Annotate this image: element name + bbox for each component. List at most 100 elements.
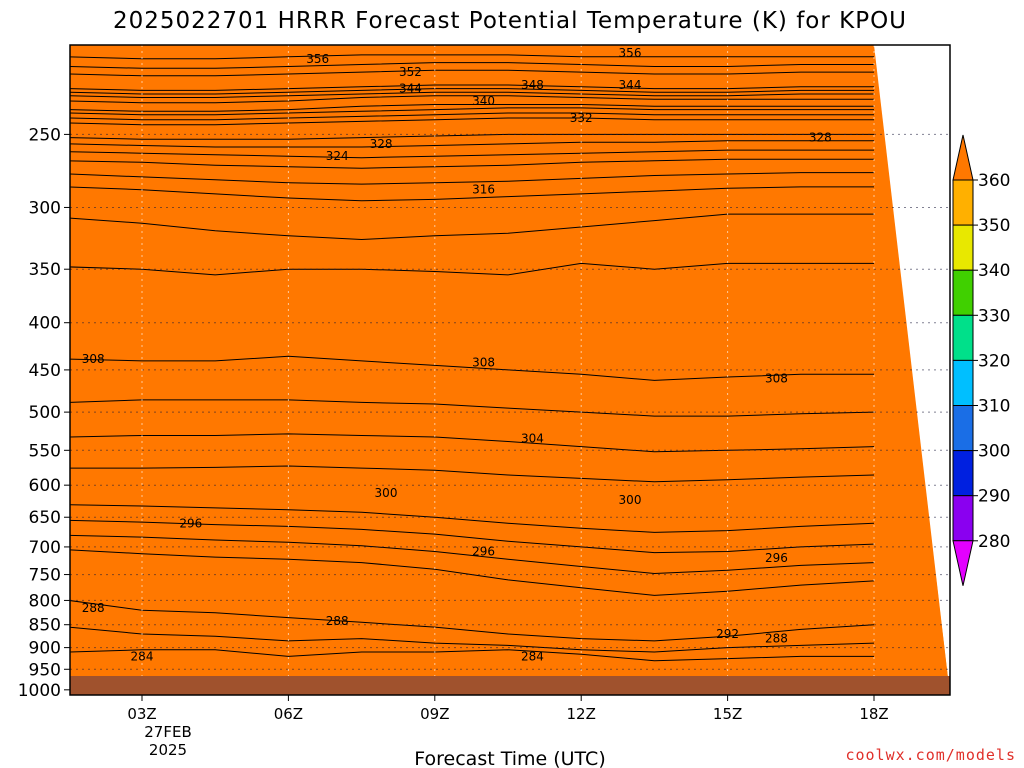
contour-label-24: 288: [765, 632, 788, 646]
contour-label-text: 308: [765, 372, 788, 386]
x-tick-label: 03Z: [127, 705, 156, 723]
isotherm-354: [70, 62, 874, 69]
contour-label-text: 292: [716, 627, 739, 641]
contour-label-4: 348: [521, 78, 544, 92]
x-axis: 03Z 06Z 09Z 12Z 15Z 18Z: [127, 695, 889, 723]
contour-label-21: 288: [82, 601, 105, 615]
y-tick-label: 450: [29, 361, 61, 381]
contour-label-text: 328: [809, 131, 832, 145]
contour-label-20: 296: [765, 551, 788, 565]
contour-label-text: 352: [399, 65, 422, 79]
contour-label-text: 324: [326, 149, 349, 163]
x-tick-label: 15Z: [713, 705, 742, 723]
contour-label-text: 308: [472, 356, 495, 370]
y-tick-label: 750: [29, 566, 61, 586]
isotherm-326: [70, 140, 874, 148]
credit-link[interactable]: coolwx.com/models: [845, 746, 1016, 764]
contour-label-text: 296: [179, 516, 202, 530]
contour-label-text: 300: [619, 493, 642, 507]
colorbar-segment: [952, 224, 974, 271]
colorbar-segment: [952, 314, 974, 361]
contour-label-12: 308: [82, 352, 105, 366]
colorbar-segment: [952, 495, 974, 542]
isotherm-296: [70, 519, 875, 554]
contour-label-0: 356: [306, 52, 329, 66]
colorbar-tick-label: 350: [978, 216, 1010, 236]
isotherm-344: [70, 91, 874, 98]
colorbar-bottom-arrow: [952, 540, 974, 586]
colorbar-segment: [952, 179, 974, 226]
contour-label-text: 288: [765, 632, 788, 646]
contour-label-25: 284: [131, 649, 154, 663]
contour-label-text: 288: [326, 614, 349, 628]
chart-title: 2025022701 HRRR Forecast Potential Tempe…: [113, 8, 907, 34]
colorbar-tick-label: 310: [978, 397, 1010, 417]
x-tick-label: 09Z: [420, 705, 449, 723]
isotherm-334: [70, 112, 874, 121]
contour-label-text: 288: [82, 601, 105, 615]
contour-label-19: 296: [472, 544, 495, 558]
contour-label-18: 296: [179, 516, 202, 530]
contour-label-text: 332: [570, 111, 593, 125]
y-tick-label: 500: [29, 403, 61, 423]
contour-label-text: 316: [472, 183, 495, 197]
colorbar-segment: [952, 450, 974, 497]
colorbar-segment: [952, 359, 974, 406]
y-tick-label: 600: [29, 476, 61, 496]
contour-label-22: 288: [326, 614, 349, 628]
contour-label-3: 356: [619, 46, 642, 60]
contour-label-7: 332: [570, 111, 593, 125]
contour-label-text: 308: [82, 352, 105, 366]
contour-label-text: 348: [521, 78, 544, 92]
contour-label-6: 340: [472, 94, 495, 108]
contour-label-8: 328: [370, 137, 393, 151]
y-axis: 250 300 350 400 450 500 550 600 650 700 750 800 850 9…: [18, 125, 70, 701]
contour-label-13: 308: [472, 356, 495, 370]
colorbar-tick-label: 330: [978, 306, 1010, 326]
contour-label-text: 356: [306, 52, 329, 66]
contour-label-text: 300: [375, 486, 398, 500]
colorbar-segment: [952, 269, 974, 316]
contour-label-26: 284: [521, 649, 544, 663]
colorbar-tick-label: 280: [978, 532, 1010, 552]
colorbar-top-arrow: [952, 134, 974, 181]
contour-label-5: 344: [619, 78, 642, 92]
colorbar-tick-label: 360: [978, 171, 1010, 191]
contour-label-text: 296: [765, 551, 788, 565]
colorbar-tick-label: 300: [978, 442, 1010, 462]
x-axis-label: Forecast Time (UTC): [414, 748, 605, 768]
colorbar-tick-label: 340: [978, 261, 1010, 281]
isotherm-336: [70, 107, 874, 116]
x-tick-label: 12Z: [567, 705, 596, 723]
colorbar-segment: [952, 405, 974, 452]
y-tick-label: 250: [29, 125, 61, 145]
contour-label-text: 340: [472, 94, 495, 108]
y-tick-label: 550: [29, 441, 61, 461]
x-date-label-day: 27FEB: [144, 723, 191, 741]
y-tick-label: 300: [29, 198, 61, 218]
contour-label-text: 328: [370, 137, 393, 151]
y-tick-label: 800: [29, 591, 61, 611]
contour-label-text: 296: [472, 544, 495, 558]
contour-label-9: 324: [326, 149, 349, 163]
contour-label-10: 328: [809, 131, 832, 145]
colorbar-tick-label: 320: [978, 351, 1010, 371]
contour-label-text: 344: [619, 78, 642, 92]
y-tick-label: 1000: [18, 681, 61, 701]
y-tick-label: 700: [29, 538, 61, 558]
contour-label-text: 304: [521, 431, 544, 445]
contour-label-2: 344: [399, 82, 422, 96]
colorbar-tick-label: 290: [978, 487, 1010, 507]
x-tick-label: 18Z: [859, 705, 888, 723]
contour-label-15: 304: [521, 431, 544, 445]
contour-label-text: 344: [399, 82, 422, 96]
contour-label-17: 300: [619, 493, 642, 507]
contour-label-text: 284: [521, 649, 544, 663]
colorbar: 360 350 340 330 320 310 300 290 280: [952, 134, 1010, 586]
y-tick-label: 950: [29, 660, 61, 680]
contour-label-11: 316: [472, 183, 495, 197]
contour-label-23: 292: [716, 627, 739, 641]
y-tick-label: 850: [29, 616, 61, 636]
isotherm-302: [70, 465, 875, 483]
